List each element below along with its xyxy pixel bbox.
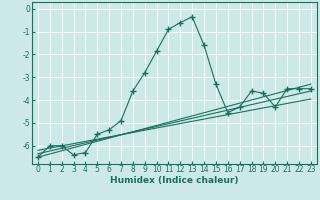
X-axis label: Humidex (Indice chaleur): Humidex (Indice chaleur): [110, 176, 239, 185]
